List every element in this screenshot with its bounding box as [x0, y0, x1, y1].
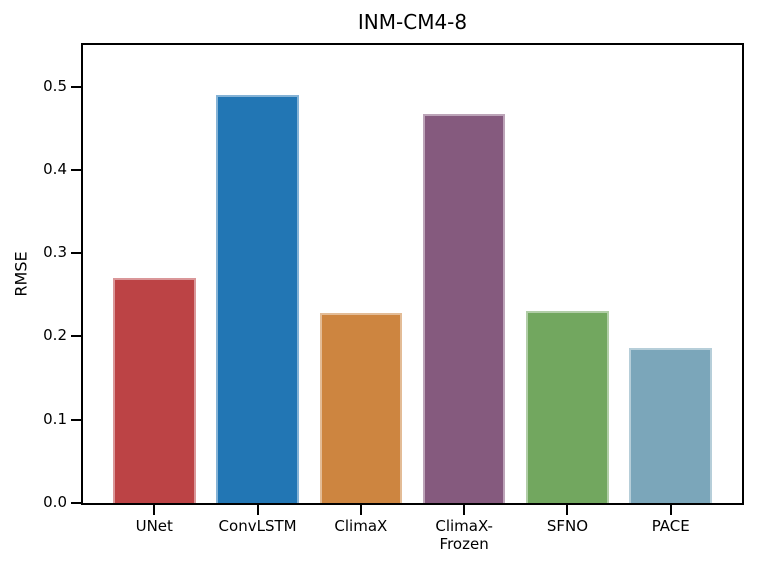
bar-convlstm	[216, 94, 299, 503]
y-tick-label-0.2: 0.2	[43, 326, 67, 345]
x-tick-label-unet: UNet	[135, 517, 173, 535]
x-tick-label-climax: ClimaX	[334, 517, 388, 535]
x-tick-climax-frozen	[463, 505, 466, 515]
y-tick-label-0.5: 0.5	[43, 76, 67, 95]
x-tick-label-convlstm: ConvLSTM	[218, 517, 297, 535]
bar-climax-frozen	[422, 114, 506, 503]
chart-title: INM-CM4-8	[357, 10, 468, 34]
y-tick-0.4	[71, 168, 81, 171]
x-tick-label-sfno: SFNO	[546, 517, 589, 535]
x-tick-climax	[359, 505, 362, 515]
y-tick-label-0.4: 0.4	[43, 159, 67, 178]
bar-climax	[319, 313, 403, 503]
y-tick-0.3	[71, 252, 81, 255]
x-tick-label-pace: PACE	[651, 517, 690, 535]
y-tick-label-0.1: 0.1	[43, 409, 67, 428]
y-tick-0.2	[71, 335, 81, 338]
y-tick-0.5	[71, 85, 81, 88]
x-tick-pace	[669, 505, 672, 515]
x-tick-sfno	[566, 505, 569, 515]
y-tick-0.0	[71, 502, 81, 504]
x-tick-unet	[153, 505, 156, 515]
bar-unet	[112, 278, 196, 503]
y-tick-label-0.3: 0.3	[43, 243, 67, 262]
bar-pace	[629, 348, 713, 503]
plot-area: 0.0 0.1 0.2 0.3 0.4 0.5 UNet ConvLSTM ClimaX Cli…	[43, 43, 744, 553]
y-tick-label-0.0: 0.0	[43, 493, 67, 511]
bar-sfno	[526, 311, 609, 503]
x-tick-convlstm	[256, 505, 259, 515]
x-tick-label-climax-frozen: ClimaX- Frozen	[435, 517, 493, 553]
y-tick-0.1	[71, 418, 81, 421]
